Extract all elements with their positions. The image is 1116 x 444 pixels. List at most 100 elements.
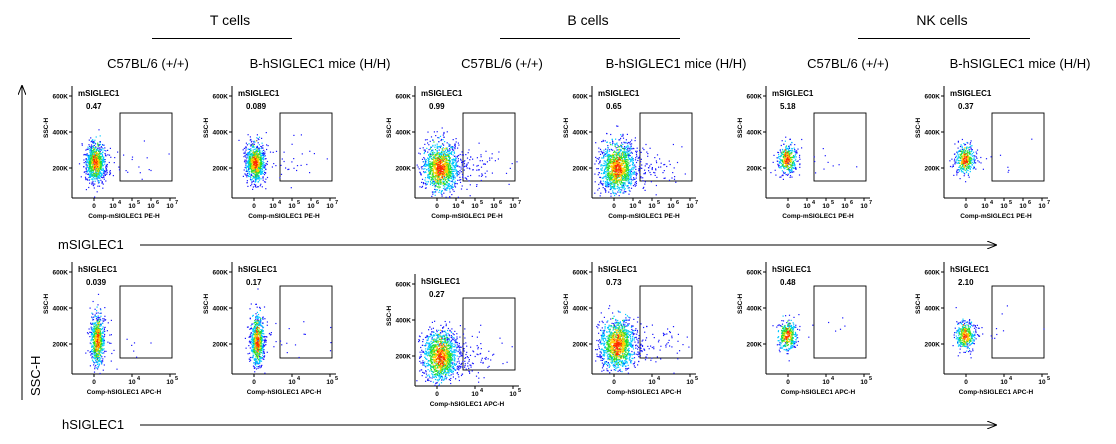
y-tick-label: 400K: [924, 130, 940, 137]
x-tick-exponent: 4: [657, 376, 661, 382]
x-tick-exponent: 6: [499, 200, 502, 206]
flow-panel: 600K400K200KSSC-H0 10 4 10 5Comp-hSIGLEC1 AP…: [203, 262, 338, 396]
x-tick-label: 0: [786, 379, 790, 386]
x-tick-label: 0: [252, 379, 256, 386]
x-tick-exponent: 6: [156, 200, 159, 206]
x-tick-label: 10: [667, 203, 675, 210]
gate-rectangle: [814, 113, 866, 181]
flow-cytometry-figure: SSC-H mSIGLEC1 hSIGLEC1 600K400K200KSSC-…: [0, 0, 1116, 444]
panel-y-label: SSC-H: [386, 117, 393, 138]
x-tick-exponent: 6: [316, 200, 319, 206]
y-tick-label: 400K: [924, 306, 940, 313]
x-tick-label: 0: [435, 203, 439, 210]
flow-panel: 600K400K200KSSC-H0 10 4 10 5Comp-hSIGLEC1 AP…: [386, 274, 521, 408]
x-tick-label: 0: [786, 203, 790, 210]
x-tick-label: 10: [686, 379, 694, 386]
y-tick-label: 600K: [212, 94, 228, 101]
x-tick-label: 10: [1038, 203, 1046, 210]
x-tick-exponent: 6: [676, 200, 679, 206]
gate-percent: 0.17: [246, 278, 262, 287]
gate-label: mSIGLEC1: [598, 89, 640, 98]
y-tick-label: 600K: [746, 270, 762, 277]
event-cloud: [85, 294, 151, 374]
flow-panel: 600K400K200KSSC-H0 10 4 10 5 10 6 10 7Comp-mSIGL…: [915, 86, 1050, 220]
x-tick-exponent: 7: [869, 200, 872, 206]
x-tick-exponent: 7: [175, 200, 178, 206]
row-axis-label-h: hSIGLEC1: [62, 417, 124, 432]
panel-x-label: Comp-mSIGLEC1 PE-H: [431, 213, 503, 220]
gate-label: mSIGLEC1: [950, 89, 992, 98]
panel-x-label: Comp-hSIGLEC1 APC-H: [87, 389, 162, 396]
gate-rectangle: [640, 113, 692, 181]
y-tick-label: 400K: [572, 130, 588, 137]
x-tick-label: 10: [509, 203, 517, 210]
x-tick-label: 10: [307, 203, 315, 210]
x-tick-label: 10: [1000, 203, 1008, 210]
x-tick-exponent: 4: [137, 376, 141, 382]
y-tick-label: 200K: [924, 342, 940, 349]
event-cloud: [79, 129, 170, 198]
gate-rectangle: [463, 298, 515, 370]
gate-percent: 2.10: [958, 278, 974, 287]
y-tick-label: 200K: [746, 166, 762, 173]
y-tick-label: 400K: [212, 306, 228, 313]
panels: 600K400K200KSSC-H0 10 4 10 5 10 6 10 7Comp-mSIGL…: [43, 86, 1050, 408]
gate-label: hSIGLEC1: [950, 265, 990, 274]
gate-percent: 0.47: [86, 102, 102, 111]
y-tick-label: 200K: [924, 166, 940, 173]
x-tick-exponent: 4: [461, 200, 465, 206]
x-tick-exponent: 5: [1009, 200, 1012, 206]
x-tick-label: 10: [822, 379, 830, 386]
x-tick-label: 10: [648, 379, 656, 386]
y-tick-label: 200K: [746, 342, 762, 349]
event-cloud: [595, 305, 690, 374]
y-tick-label: 600K: [395, 282, 411, 289]
x-tick-label: 10: [128, 379, 136, 386]
x-tick-label: 10: [326, 203, 334, 210]
x-tick-label: 10: [128, 203, 136, 210]
x-tick-exponent: 5: [518, 388, 521, 394]
panel-y-label: SSC-H: [737, 293, 744, 314]
panel-y-label: SSC-H: [737, 117, 744, 138]
gate-rectangle: [280, 113, 332, 181]
y-tick-label: 600K: [746, 94, 762, 101]
y-tick-label: 400K: [395, 318, 411, 325]
x-tick-label: 10: [452, 203, 460, 210]
panel-y-label: SSC-H: [386, 305, 393, 326]
panel-x-label: Comp-mSIGLEC1 PE-H: [782, 213, 854, 220]
y-tick-label: 400K: [572, 306, 588, 313]
panel-y-label: SSC-H: [43, 117, 50, 138]
panel-y-label: SSC-H: [915, 117, 922, 138]
flow-panel: 600K400K200KSSC-H0 10 4 10 5 10 6 10 7Comp-mSIGL…: [386, 86, 521, 220]
row-axis-label-m: mSIGLEC1: [58, 237, 124, 252]
y-tick-label: 600K: [924, 270, 940, 277]
x-tick-exponent: 5: [695, 376, 698, 382]
x-tick-label: 10: [648, 203, 656, 210]
y-tick-label: 400K: [52, 306, 68, 313]
x-tick-exponent: 5: [175, 376, 178, 382]
x-tick-label: 10: [860, 203, 868, 210]
gate-percent: 0.48: [780, 278, 796, 287]
y-tick-label: 400K: [212, 130, 228, 137]
gate-rectangle: [280, 286, 332, 358]
panel-x-label: Comp-hSIGLEC1 APC-H: [430, 401, 505, 408]
y-tick-label: 600K: [52, 270, 68, 277]
event-cloud: [416, 321, 513, 387]
gate-rectangle: [992, 286, 1044, 358]
x-tick-label: 10: [288, 203, 296, 210]
panel-x-label: Comp-mSIGLEC1 PE-H: [960, 213, 1032, 220]
x-tick-label: 0: [612, 203, 616, 210]
gate-percent: 0.65: [606, 102, 622, 111]
panel-x-label: Comp-mSIGLEC1 PE-H: [608, 213, 680, 220]
x-tick-exponent: 5: [831, 200, 834, 206]
x-tick-label: 10: [147, 203, 155, 210]
y-tick-label: 200K: [572, 166, 588, 173]
x-tick-exponent: 6: [1028, 200, 1031, 206]
gate-label: mSIGLEC1: [421, 89, 463, 98]
gate-percent: 5.18: [780, 102, 796, 111]
gate-label: hSIGLEC1: [598, 265, 638, 274]
x-tick-exponent: 4: [638, 200, 642, 206]
gate-percent: 0.37: [958, 102, 974, 111]
gate-label: hSIGLEC1: [78, 265, 118, 274]
